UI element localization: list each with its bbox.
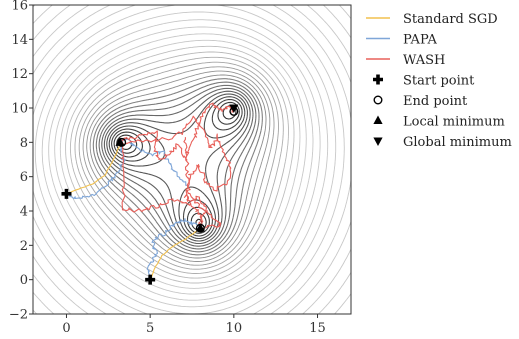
legend-label: WASH	[403, 53, 445, 68]
marker-layer	[61, 104, 239, 285]
y-tick-label: −2	[9, 308, 28, 323]
marker-start-point	[145, 274, 156, 285]
y-tick-label: 14	[11, 33, 28, 48]
marker-global-minimum	[229, 104, 239, 113]
y-tick-label: 6	[20, 170, 28, 185]
legend-marker	[373, 137, 383, 146]
contour-line	[33, 5, 351, 314]
contour-line	[65, 45, 295, 284]
contour-line	[48, 26, 314, 301]
contour-line	[33, 5, 345, 314]
contour-line	[33, 5, 337, 314]
y-tick-label: 2	[20, 239, 28, 254]
series-line-standard-sgd	[149, 227, 201, 281]
contour-line	[101, 87, 254, 247]
legend-label: PAPA	[403, 33, 437, 48]
contour-line	[86, 70, 271, 262]
series-line-papa	[146, 218, 201, 279]
legend-marker	[373, 74, 384, 85]
y-tick-label: 12	[11, 67, 28, 82]
contour-line	[33, 5, 351, 314]
legend-marker	[373, 115, 383, 124]
marker-local-minimum	[115, 137, 125, 146]
marker-local-minimum	[195, 223, 205, 232]
axis-layer: 0 5 10 15 −2 0 2 4 6 8 10 12 14 16	[9, 0, 326, 336]
contour-line	[106, 93, 248, 242]
contour-line	[78, 61, 279, 270]
contour-line	[34, 11, 329, 314]
y-tick-label: 4	[20, 205, 28, 220]
series-line-wash	[121, 137, 204, 227]
legend-label: Start point	[403, 74, 475, 89]
y-tick-label: 0	[20, 273, 28, 288]
contour-line	[98, 84, 257, 250]
contour-line	[33, 5, 351, 314]
legend-marker	[373, 95, 383, 105]
contour-layer	[33, 5, 351, 314]
x-tick-label: 10	[226, 321, 243, 336]
series-line-wash	[121, 102, 234, 161]
y-tick-label: 10	[11, 102, 28, 117]
series-line-wash	[183, 137, 222, 229]
contour-line	[74, 56, 284, 274]
contour-line	[95, 81, 260, 253]
marker-start-point	[61, 188, 72, 199]
contour-line	[33, 5, 351, 314]
legend-label: Global minimum	[403, 135, 512, 150]
contour-line	[59, 39, 301, 289]
x-tick-label: 0	[62, 321, 70, 336]
series-line-wash	[125, 115, 232, 229]
plot-frame	[32, 4, 352, 315]
x-tick-label: 5	[146, 321, 154, 336]
legend-label: Local minimum	[403, 115, 505, 130]
contour-line	[54, 33, 307, 295]
y-tick-label: 8	[20, 136, 28, 151]
contour-line	[69, 51, 289, 279]
contour-line	[33, 5, 351, 314]
x-tick-label: 15	[309, 321, 326, 336]
contour-line	[41, 19, 321, 308]
legend: Standard SGD PAPA WASH Start point End point…	[366, 12, 512, 150]
contour-line	[108, 96, 246, 240]
legend-label: End point	[403, 94, 468, 109]
y-tick-label: 16	[11, 0, 28, 14]
contour-line	[82, 66, 275, 266]
contour-line	[92, 78, 263, 256]
legend-label: Standard SGD	[403, 12, 498, 27]
